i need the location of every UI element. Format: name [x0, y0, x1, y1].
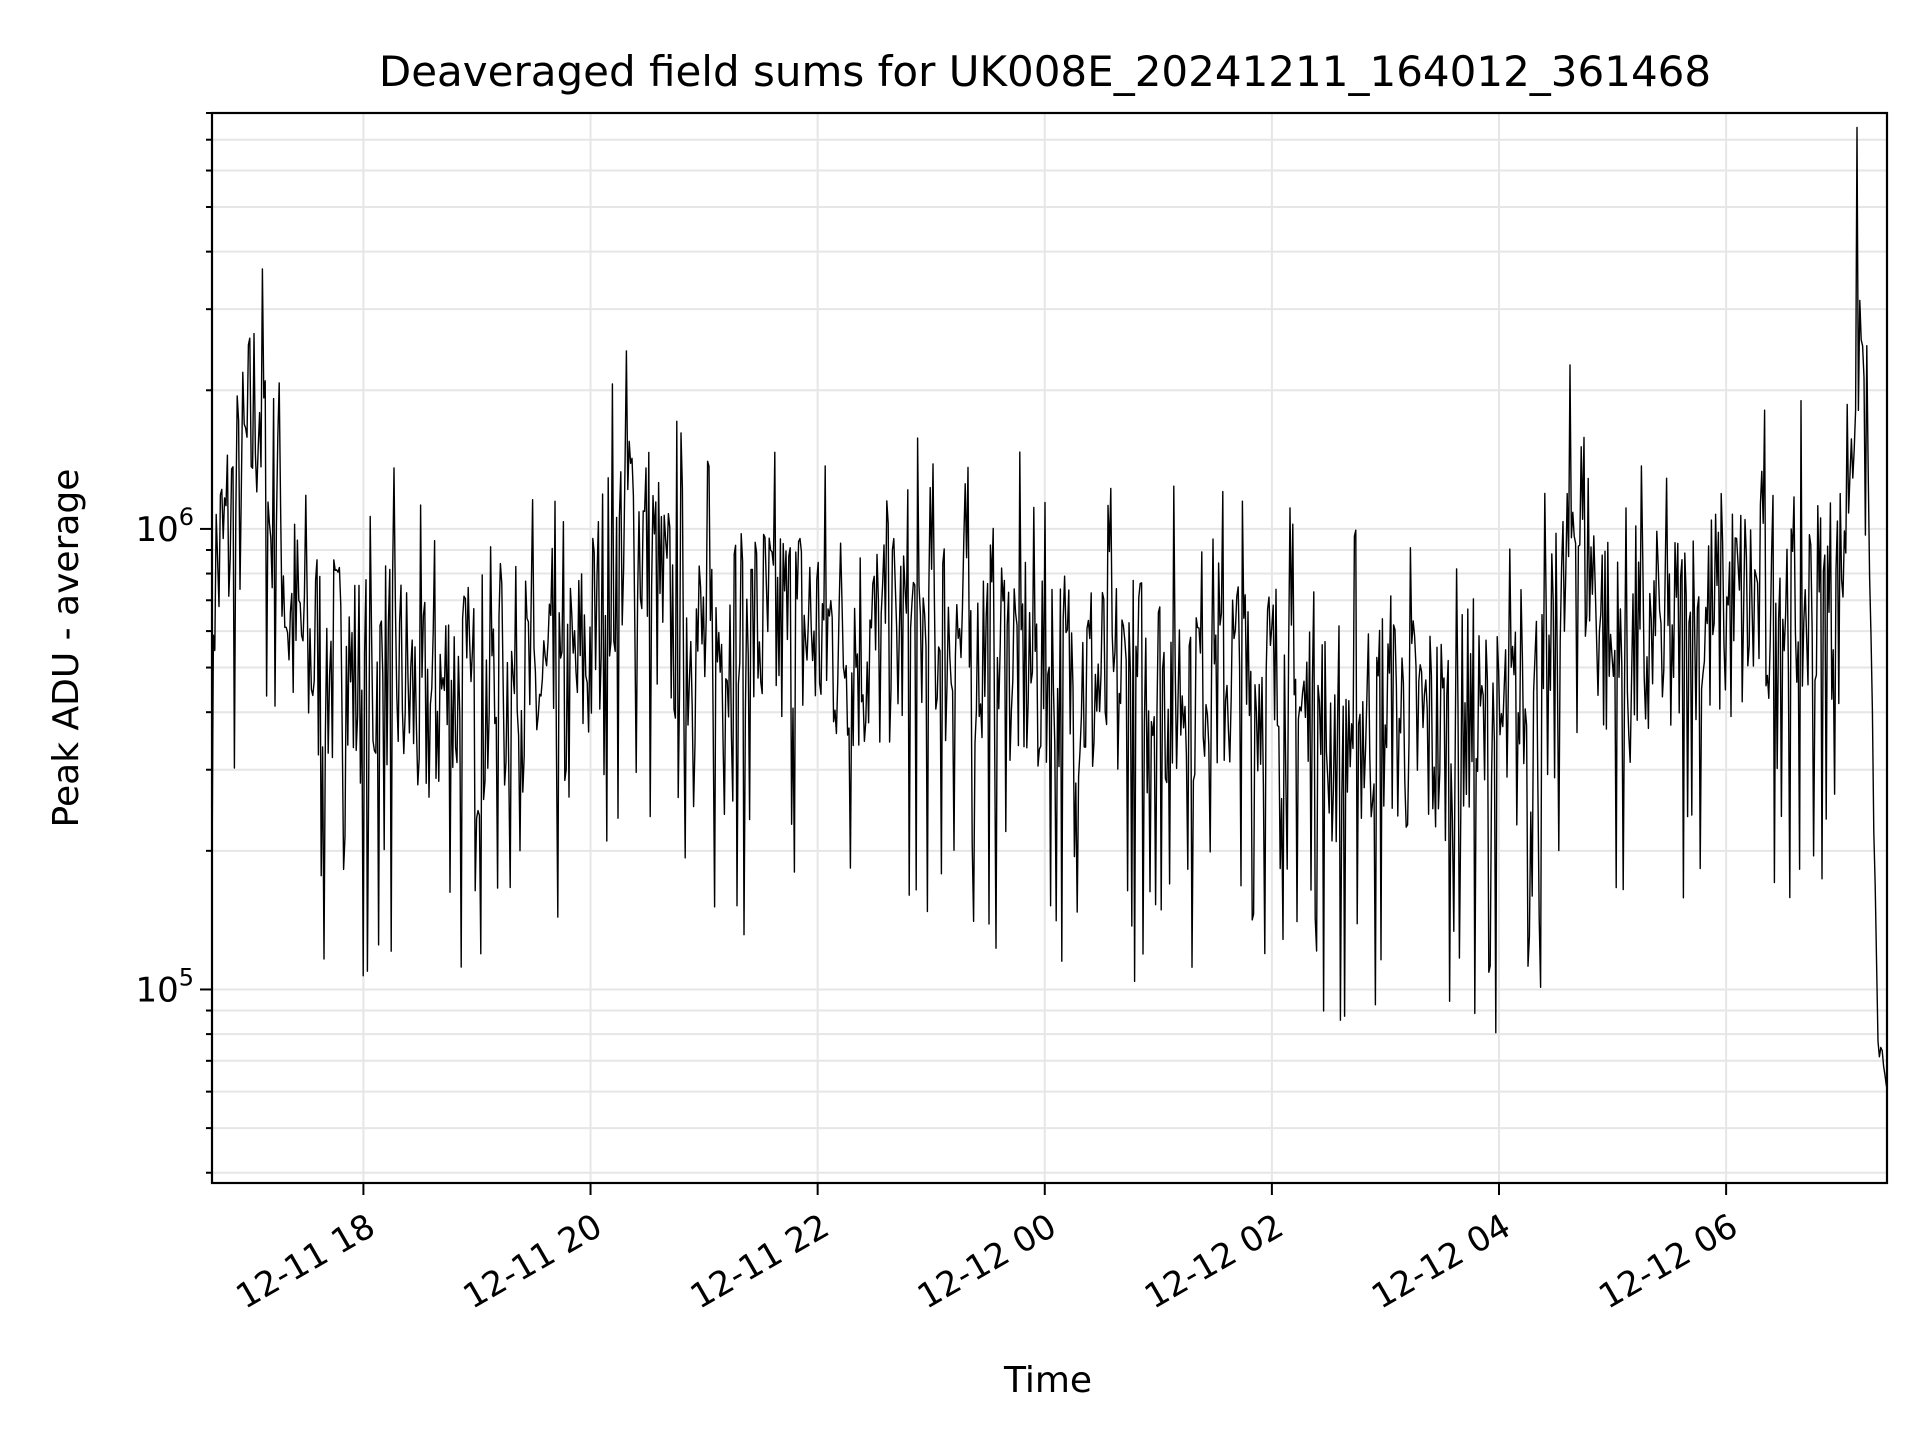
x-tick-label: 12-11 20: [457, 1206, 609, 1317]
y-axis-label: Peak ADU - average: [46, 469, 87, 828]
x-tick-label: 12-12 00: [911, 1206, 1063, 1317]
x-tick-label: 12-12 04: [1365, 1206, 1517, 1317]
y-tick-label: 105: [135, 963, 194, 1010]
x-axis: 12-11 18 12-11 20 12-11 22 12-12 00 12-12 02…: [230, 1183, 1745, 1317]
x-tick-label: 12-11 18: [230, 1206, 382, 1317]
y-axis: 105 106: [135, 112, 212, 1174]
x-tick-label: 12-12 06: [1592, 1206, 1744, 1317]
chart-title: Deaveraged field sums for UK008E_2024121…: [379, 47, 1711, 96]
x-tick-label: 12-11 22: [684, 1206, 836, 1317]
x-axis-label: Time: [1003, 1360, 1092, 1401]
x-tick-label: 12-12 02: [1138, 1206, 1290, 1317]
grid: [212, 112, 1887, 1183]
series-line: [211, 126, 1888, 1087]
y-tick-label: 106: [135, 503, 194, 550]
plot-frame: [210, 111, 1889, 1185]
